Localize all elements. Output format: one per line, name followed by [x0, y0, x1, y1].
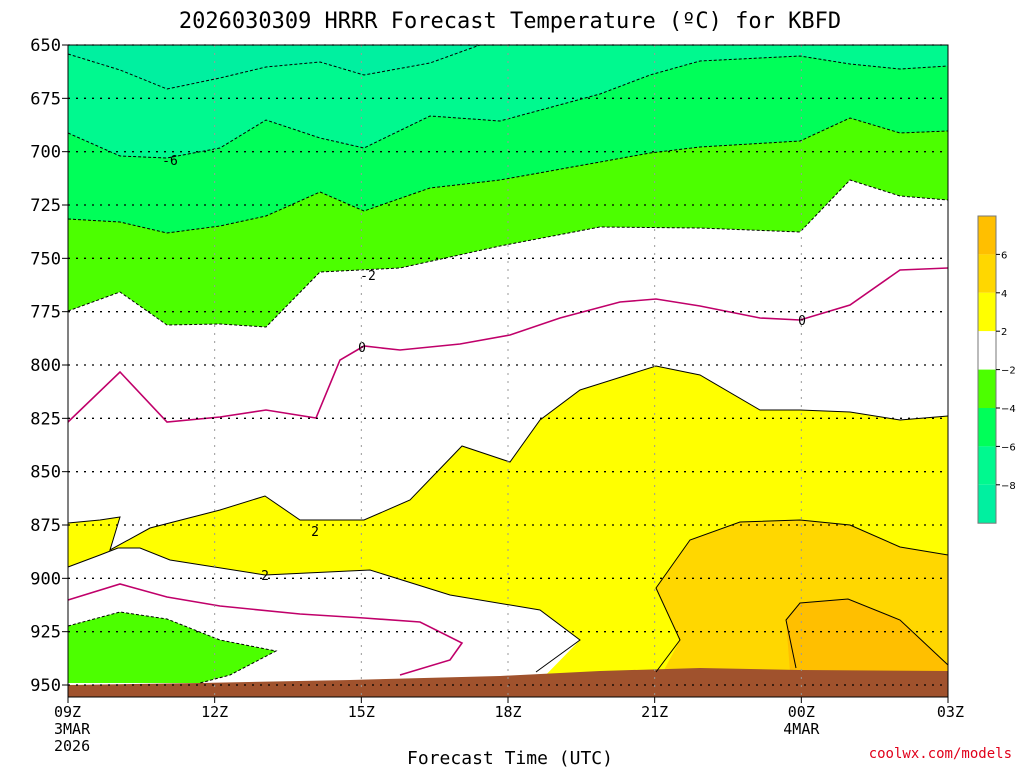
y-tick-label: 675: [30, 89, 61, 109]
x-tick-label: 00Z: [788, 703, 815, 721]
colorbar-swatch: [978, 408, 996, 447]
y-axis: 650 675 700 725 750 775 800 825 850 875 900 925 950: [30, 36, 68, 696]
contour-plus2: [67, 365, 949, 552]
contour-minus6: [67, 44, 481, 90]
contour-minus4: [67, 55, 949, 159]
y-tick-label: 725: [30, 196, 61, 216]
y-tick-label: 825: [30, 409, 61, 429]
y-tick-label: 950: [30, 676, 61, 696]
contour-zero-lower: [67, 583, 464, 676]
contour-minus2-low-left: [67, 611, 278, 684]
y-tick-label: 700: [30, 143, 61, 163]
y-tick-label: 650: [30, 36, 61, 56]
y-tick-label: 875: [30, 516, 61, 536]
band-warm-6-8: [786, 599, 948, 685]
x-axis-label: Forecast Time (UTC): [407, 748, 613, 768]
y-tick-label: 750: [30, 249, 61, 269]
y-tick-label: 925: [30, 623, 61, 643]
contour-minus2-upper: [67, 117, 949, 234]
plot-area: -6 -2 0 0 2 2: [67, 44, 949, 698]
chart-title: 2026030309 HRRR Forecast Temperature (ºC…: [179, 9, 841, 34]
colorbar-swatch: [978, 446, 996, 485]
colorbar-label: −2: [1001, 366, 1016, 377]
colorbar-swatch: [978, 254, 996, 293]
colorbar-swatch: [978, 292, 996, 332]
band-cold-lt-m8: [68, 45, 480, 89]
contour-label-0a: 0: [358, 341, 366, 356]
x-tick-label: 21Z: [641, 703, 668, 721]
colorbar-swatch: [978, 484, 996, 524]
contour-label-m6: -6: [162, 154, 178, 169]
colorbar-label: −4: [1001, 404, 1016, 415]
colorbar: 6 4 2 −2 −4 −6 −8: [977, 215, 1016, 524]
contour-plus4: [655, 519, 949, 673]
x-tick-label: 15Z: [348, 703, 375, 721]
contour-minus2-lower: [67, 179, 949, 328]
ground-terrain: [68, 668, 948, 697]
x-tick-label: 03Z: [937, 703, 964, 721]
contour-label-m2: -2: [360, 269, 376, 284]
y-tick-label: 775: [30, 303, 61, 323]
contour-zero: [67, 267, 949, 423]
credit-text: coolwx.com/models: [869, 746, 1012, 762]
colorbar-swatch: [978, 369, 996, 408]
contour-plus6: [785, 598, 949, 669]
colorbar-label: −6: [1001, 442, 1016, 453]
x-tick-sublabel: 4MAR: [783, 720, 820, 738]
contour-plus2-lower: [67, 547, 581, 673]
colorbar-swatch: [978, 331, 996, 370]
y-tick-label: 900: [30, 569, 61, 589]
colorbar-swatch: [978, 216, 996, 255]
colorbar-label: −8: [1001, 481, 1016, 492]
y-tick-label: 800: [30, 356, 61, 376]
x-tick-sublabel: 2026: [54, 737, 90, 755]
y-tick-label: 850: [30, 463, 61, 483]
colorbar-label: 2: [1001, 327, 1007, 338]
contour-label-0b: 0: [798, 314, 806, 329]
colorbar-label: 4: [1001, 289, 1007, 300]
x-tick-label: 18Z: [494, 703, 521, 721]
contour-label-2a: 2: [311, 525, 319, 540]
contour-label-2b: 2: [261, 569, 269, 584]
colorbar-label: 6: [1001, 250, 1007, 261]
x-tick-label: 12Z: [201, 703, 228, 721]
x-tick-label: 09Z: [54, 703, 81, 721]
band-cold-low-left: [68, 612, 276, 683]
x-tick-sublabel: 3MAR: [54, 720, 91, 738]
